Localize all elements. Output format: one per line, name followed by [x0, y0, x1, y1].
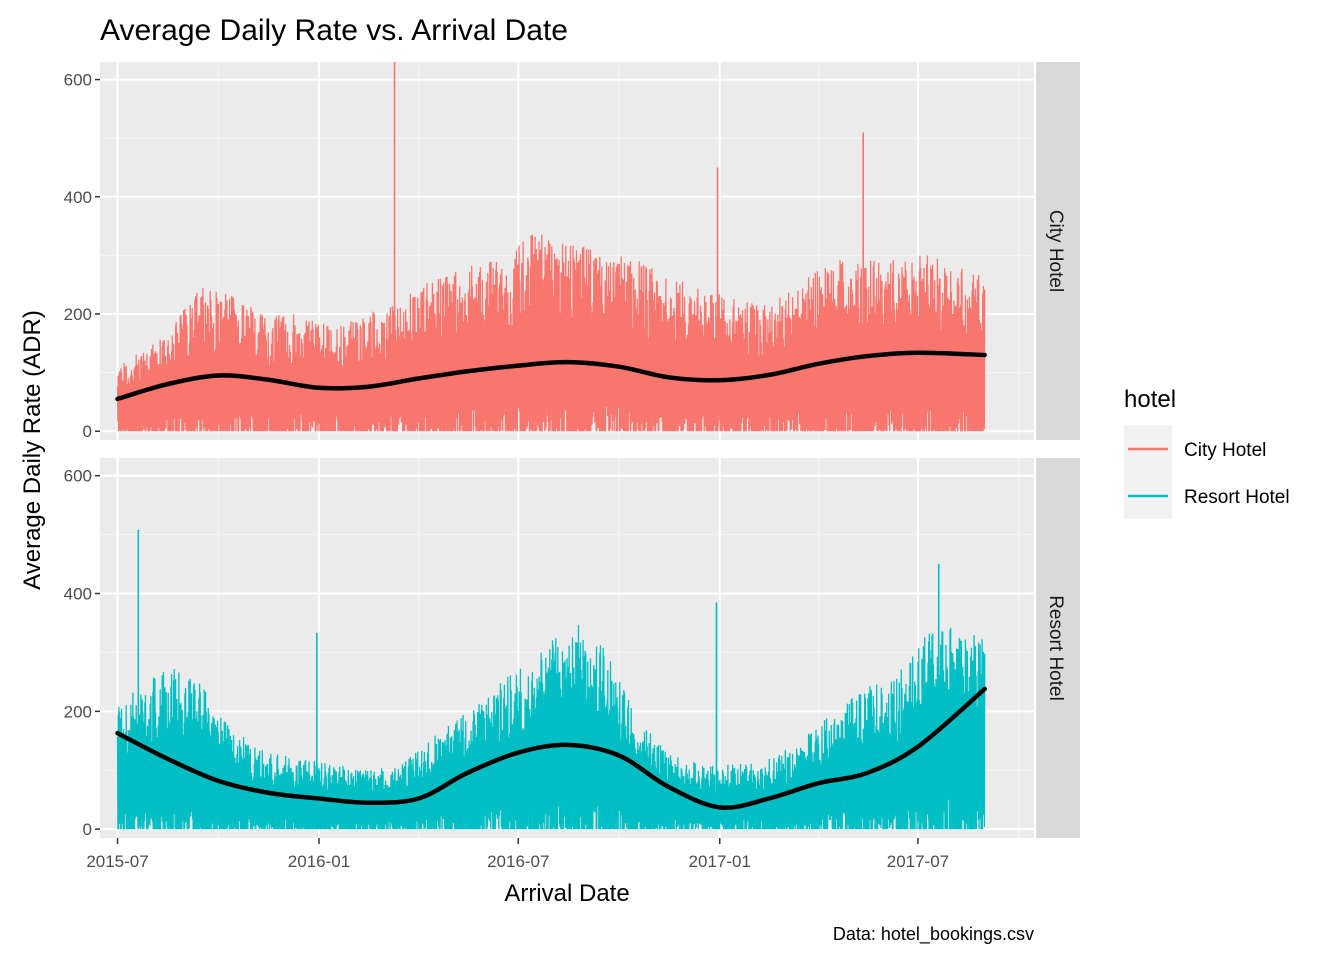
x-tick-label: 2017-01: [689, 852, 751, 871]
series-line-resort: [116, 625, 986, 830]
legend-label-city: City Hotel: [1184, 440, 1266, 461]
x-tick-label: 2016-07: [487, 852, 549, 871]
y-tick-label: 400: [64, 188, 92, 207]
legend-item-resort: Resort Hotel: [1124, 473, 1290, 519]
y-axis-label: Average Daily Rate (ADR): [19, 310, 46, 590]
smooth-trend-line: [115, 686, 987, 810]
x-tick-label: 2016-01: [288, 852, 350, 871]
series-line-city: [116, 234, 986, 432]
facet-strip-city-label: City Hotel: [1045, 210, 1066, 292]
chart-title: Average Daily Rate vs. Arrival Date: [100, 14, 568, 47]
x-axis: 2015-07 2016-01 2016-07 2017-01 2017-07: [86, 838, 949, 871]
y-tick-label: 600: [64, 71, 92, 90]
chart-caption: Data: hotel_bookings.csv: [833, 924, 1034, 945]
legend-title: hotel: [1124, 386, 1176, 413]
x-tick-label: 2017-07: [887, 852, 949, 871]
legend-label-resort: Resort Hotel: [1184, 487, 1290, 508]
facet-strip-resort: Resort Hotel: [1036, 458, 1080, 838]
facet-strip-resort-bg: [1036, 458, 1080, 838]
facet-strip-resort-label: Resort Hotel: [1045, 595, 1066, 701]
y-tick-label: 200: [64, 305, 92, 324]
smooth-trend-line: [115, 350, 987, 402]
x-tick-label: 2015-07: [86, 852, 148, 871]
facet-panel-resort: 0 200 400 600: [64, 458, 1034, 839]
x-axis-label: Arrival Date: [504, 880, 629, 907]
legend-item-city: City Hotel: [1124, 425, 1266, 473]
facet-strip-city: City Hotel: [1036, 62, 1080, 440]
facet-panel-city: 0 200 400 600: [64, 62, 1034, 441]
y-tick-label: 200: [64, 702, 92, 721]
facet-strip-city-bg: [1036, 62, 1080, 440]
y-tick-label: 400: [64, 585, 92, 604]
y-tick-label: 0: [83, 422, 92, 441]
y-tick-label: 0: [83, 820, 92, 839]
legend: hotel City Hotel Resort Hotel: [1124, 386, 1290, 519]
y-tick-label: 600: [64, 467, 92, 486]
